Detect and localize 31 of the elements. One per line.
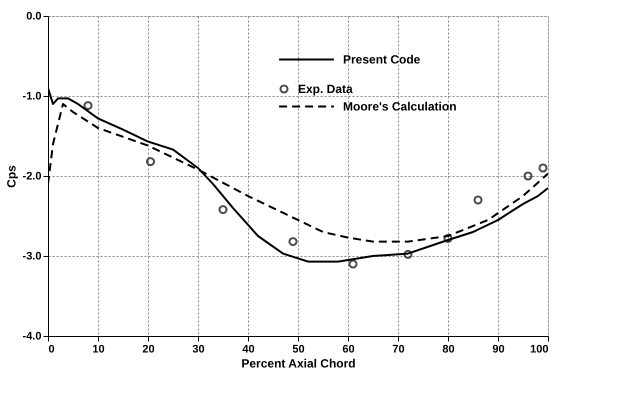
point: [288, 237, 298, 246]
y-tick-label: -4.0: [22, 330, 42, 342]
x-tick-label: 60: [342, 344, 355, 356]
point: [538, 163, 548, 173]
x-tick-label: 10: [92, 344, 105, 356]
y-tick-label: -3.0: [22, 250, 42, 262]
x-tick-label: 100: [530, 344, 548, 356]
legend-label: Present Code: [343, 52, 421, 66]
y-axis-title: Cps: [4, 164, 19, 188]
x-tick-label: 0: [48, 344, 55, 356]
point: [218, 205, 228, 214]
x-tick-label: 80: [442, 344, 455, 356]
point: [473, 195, 483, 205]
point: [146, 157, 156, 166]
x-tick-label: 50: [292, 344, 305, 356]
legend-label: Moore's Calculation: [343, 100, 457, 114]
y-tick-label: -2.0: [22, 170, 42, 182]
x-tick-label: 30: [192, 344, 205, 356]
x-axis-title: Percent Axial Chord: [241, 356, 356, 370]
point: [83, 101, 93, 110]
y-tick-label: 0.0: [26, 10, 42, 22]
x-tick-label: 40: [242, 344, 255, 356]
point: [348, 259, 358, 269]
y-tick-label: -1.0: [22, 90, 42, 102]
legend-label: Exp. Data: [298, 82, 354, 96]
point: [523, 171, 533, 181]
point: [403, 250, 413, 259]
x-tick-label: 90: [492, 344, 505, 356]
x-tick-label: 20: [142, 344, 155, 356]
point: [443, 234, 453, 243]
x-tick-label: 70: [392, 344, 405, 356]
